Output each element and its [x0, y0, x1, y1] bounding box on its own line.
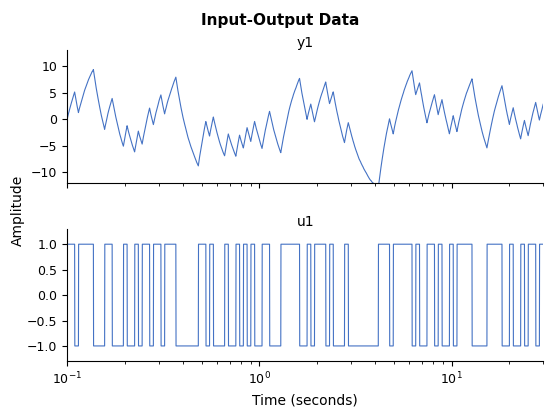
X-axis label: Time (seconds): Time (seconds) [253, 393, 358, 407]
Title: u1: u1 [296, 215, 314, 229]
Text: Input-Output Data: Input-Output Data [201, 13, 359, 28]
Title: y1: y1 [297, 37, 314, 50]
Text: Amplitude: Amplitude [11, 174, 25, 246]
